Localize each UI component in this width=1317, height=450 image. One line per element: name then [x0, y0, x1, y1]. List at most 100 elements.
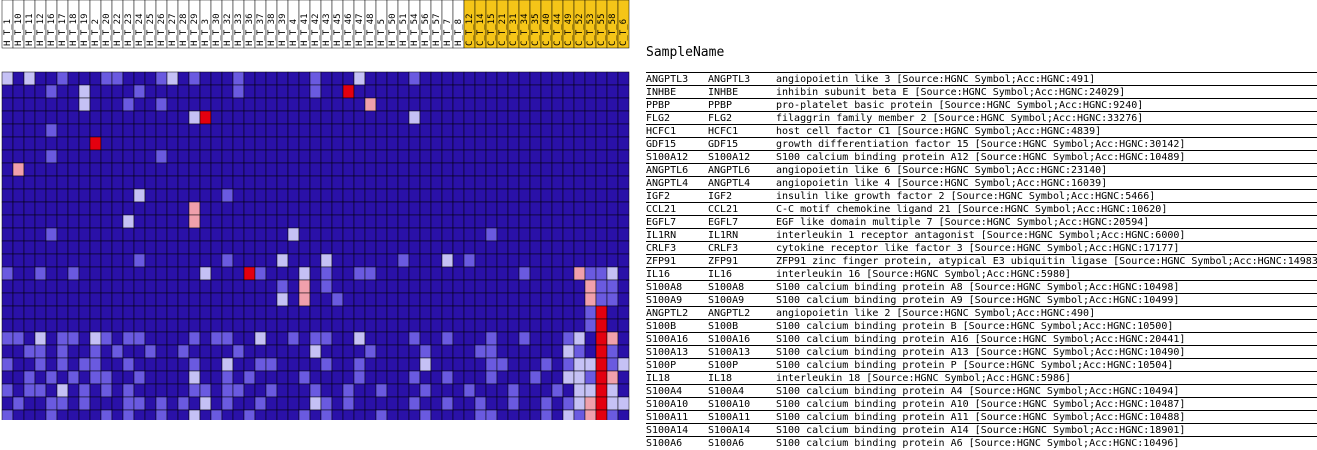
row-symbol: S100A4 [646, 386, 683, 397]
heatmap-cell [78, 227, 91, 242]
heatmap-cell [606, 136, 619, 151]
heatmap-cell [364, 149, 377, 164]
heatmap-cell [386, 175, 399, 190]
heatmap-cell [474, 149, 487, 164]
heatmap-cell [221, 253, 234, 268]
heatmap-cell [540, 305, 553, 320]
heatmap-cell [111, 383, 124, 398]
heatmap-cell [12, 305, 25, 320]
heatmap-cell [529, 383, 542, 398]
heatmap-cell [232, 162, 245, 177]
heatmap-cell [551, 331, 564, 346]
heatmap-cell [375, 110, 388, 125]
row-gene: IL16 [708, 269, 733, 280]
heatmap-cell [529, 227, 542, 242]
heatmap-cell [375, 149, 388, 164]
heatmap-cell [232, 409, 245, 420]
heatmap-cell [210, 279, 223, 294]
column-label: H_T_22 [113, 13, 123, 46]
heatmap-cell [254, 84, 267, 99]
heatmap-cell [23, 201, 36, 216]
heatmap-cell [551, 136, 564, 151]
heatmap-cell [463, 175, 476, 190]
heatmap-cell [89, 227, 102, 242]
heatmap-cell [210, 292, 223, 307]
heatmap-cell [199, 396, 212, 411]
row-description: S100 calcium binding protein P [Source:H… [776, 360, 1174, 371]
column-header-bg [617, 0, 630, 49]
heatmap-cell [111, 344, 124, 359]
heatmap-cell [144, 344, 157, 359]
column-label: H_T_16 [47, 13, 57, 46]
heatmap-cell [342, 97, 355, 112]
heatmap-cell [419, 370, 432, 385]
heatmap-cell [606, 123, 619, 138]
heatmap-cell [144, 84, 157, 99]
heatmap-cell [364, 201, 377, 216]
heatmap-cell [353, 240, 366, 255]
heatmap-cell [562, 162, 575, 177]
heatmap-cell [177, 214, 190, 229]
heatmap-cell [397, 292, 410, 307]
heatmap-cell [23, 370, 36, 385]
heatmap-cell [584, 175, 597, 190]
heatmap-cell [408, 240, 421, 255]
row-symbol: S100A10 [646, 399, 689, 410]
heatmap-cell [573, 175, 586, 190]
heatmap-cell [111, 71, 124, 86]
heatmap-cell [441, 71, 454, 86]
heatmap-cell [45, 227, 58, 242]
heatmap-cell [331, 136, 344, 151]
heatmap-cell [155, 149, 168, 164]
heatmap-cell [265, 97, 278, 112]
heatmap-cell [485, 201, 498, 216]
heatmap-cell [287, 201, 300, 216]
heatmap-cell [12, 123, 25, 138]
heatmap-cell [298, 370, 311, 385]
heatmap-cell [573, 123, 586, 138]
heatmap-cell [617, 201, 630, 216]
heatmap-cell [89, 383, 102, 398]
heatmap-cell [452, 253, 465, 268]
heatmap-cell [166, 266, 179, 281]
heatmap-cell [23, 318, 36, 333]
heatmap-cell [45, 110, 58, 125]
heatmap-cell [441, 175, 454, 190]
heatmap-cell [375, 214, 388, 229]
heatmap-cell [56, 162, 69, 177]
heatmap-cell [540, 344, 553, 359]
heatmap-cell [243, 188, 256, 203]
heatmap-cell [78, 279, 91, 294]
heatmap-cell [133, 227, 146, 242]
heatmap-cell [188, 149, 201, 164]
heatmap-cell [419, 136, 432, 151]
heatmap-cell [485, 162, 498, 177]
row-gene: EGFL7 [708, 217, 739, 228]
heatmap-cell [122, 84, 135, 99]
heatmap-cell [595, 240, 608, 255]
heatmap-cell [507, 84, 520, 99]
heatmap-cell [551, 266, 564, 281]
heatmap-cell [276, 266, 289, 281]
heatmap-cell [100, 318, 113, 333]
heatmap-cell [320, 214, 333, 229]
heatmap-cell [133, 305, 146, 320]
heatmap-cell [320, 227, 333, 242]
heatmap-cell [265, 292, 278, 307]
heatmap-cell [496, 136, 509, 151]
heatmap-cell [573, 396, 586, 411]
heatmap-cell [78, 344, 91, 359]
heatmap-cell [188, 383, 201, 398]
heatmap-cell [12, 175, 25, 190]
heatmap-cell [408, 188, 421, 203]
row-description: interleukin 18 [Source:HGNC Symbol;Acc:H… [776, 373, 1072, 384]
heatmap-cell [188, 253, 201, 268]
heatmap-cell [221, 188, 234, 203]
heatmap-cell [441, 188, 454, 203]
heatmap-cell [485, 253, 498, 268]
heatmap-cell [595, 110, 608, 125]
heatmap-cell [298, 266, 311, 281]
heatmap-cell [67, 188, 80, 203]
heatmap-cell [221, 71, 234, 86]
heatmap-cell [496, 188, 509, 203]
